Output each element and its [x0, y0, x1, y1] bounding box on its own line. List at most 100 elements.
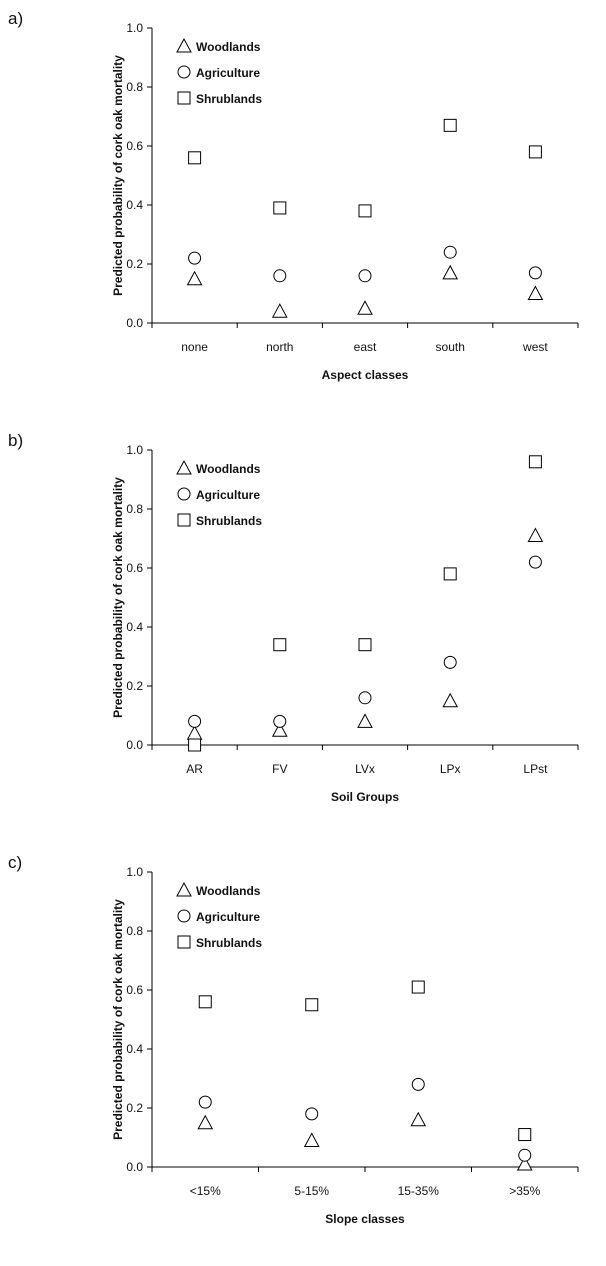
data-point-triangle: [271, 722, 288, 737]
data-point-square: [188, 738, 202, 752]
legend-marker-circle: [177, 909, 191, 923]
x-tick-label: LPst: [523, 762, 548, 776]
data-point-square: [305, 998, 319, 1012]
y-tick-label: 0.6: [126, 561, 143, 575]
data-point-circle: [198, 1095, 212, 1109]
chart-panel-a: a) 0.0 0.2 0.4 0.6 0.8 1.0 none north east south we…: [0, 0, 606, 422]
chart-svg: a) 0.0 0.2 0.4 0.6 0.8 1.0 none north east south we…: [8, 9, 579, 382]
y-axis-label: Predicted probability of cork oak mortal…: [111, 55, 125, 296]
legend-label: Agriculture: [196, 910, 260, 924]
data-point-square: [198, 995, 212, 1009]
legend-label: Woodlands: [196, 40, 261, 54]
legend-marker-circle: [177, 65, 191, 79]
legend-marker-triangle: [176, 37, 192, 53]
data-point-triangle: [516, 1155, 533, 1171]
legend-label: Shrublands: [196, 92, 262, 106]
x-axis-label: Aspect classes: [322, 368, 409, 382]
data-point-triangle: [442, 264, 459, 280]
y-tick-label: 0.8: [126, 502, 143, 516]
y-tick-label: 0.2: [126, 257, 143, 271]
data-point-square: [443, 118, 457, 132]
legend-marker-triangle: [176, 459, 192, 475]
y-tick-label: 0.4: [126, 620, 143, 634]
x-tick-label: south: [436, 340, 465, 354]
y-tick-label: 0.0: [126, 738, 143, 752]
data-point-circle: [443, 245, 457, 259]
data-point-triangle: [527, 527, 544, 543]
chart-svg: c) 0.0 0.2 0.4 0.6 0.8 1.0 <15% 5-15% 15-35% >35% S…: [8, 853, 579, 1226]
data-point-circle: [411, 1077, 425, 1091]
y-tick-label: 0.8: [126, 80, 143, 94]
data-point-circle: [358, 269, 372, 283]
chart-panel-c: c) 0.0 0.2 0.4 0.6 0.8 1.0 <15% 5-15% 15-35% >35% S…: [0, 844, 606, 1266]
legend-marker-square: [177, 935, 191, 949]
x-tick-label: west: [522, 340, 548, 354]
x-tick-label: none: [181, 340, 208, 354]
legend-label: Shrublands: [196, 514, 262, 528]
x-axis-label: Soil Groups: [331, 790, 399, 804]
data-point-square: [518, 1128, 532, 1142]
y-tick-label: 0.2: [126, 679, 143, 693]
data-point-circle: [188, 714, 202, 728]
data-point-triangle: [186, 270, 203, 286]
y-axis-label: Predicted probability of cork oak mortal…: [111, 899, 125, 1140]
y-tick-label: 0.0: [126, 1160, 143, 1174]
data-point-square: [188, 151, 202, 165]
data-point-circle: [273, 269, 287, 283]
y-tick-label: 0.0: [126, 316, 143, 330]
panel-label: c): [8, 853, 22, 872]
x-tick-label: north: [266, 340, 293, 354]
x-tick-label: <15%: [190, 1184, 221, 1198]
x-tick-label: LPx: [440, 762, 461, 776]
data-point-triangle: [527, 285, 544, 300]
legend-label: Woodlands: [196, 884, 261, 898]
x-axis-label: Slope classes: [325, 1212, 405, 1226]
x-tick-label: FV: [272, 762, 287, 776]
data-point-triangle: [357, 300, 373, 315]
x-tick-label: 15-35%: [398, 1184, 440, 1198]
data-point-triangle: [410, 1111, 427, 1127]
chart-panel-b: b) 0.0 0.2 0.4 0.6 0.8 1.0 AR FV LVx LPx LPst Soil G…: [0, 422, 606, 844]
data-point-circle: [528, 266, 542, 280]
legend-label: Agriculture: [196, 66, 260, 80]
legend-label: Agriculture: [196, 488, 260, 502]
data-point-circle: [518, 1148, 532, 1162]
data-point-circle: [443, 655, 457, 669]
y-tick-label: 0.8: [126, 924, 143, 938]
data-point-square: [411, 980, 425, 994]
y-tick-label: 1.0: [126, 865, 143, 879]
data-point-triangle: [271, 303, 288, 318]
data-point-square: [358, 638, 372, 652]
data-point-square: [443, 567, 457, 581]
data-point-triangle: [442, 692, 459, 708]
data-point-circle: [188, 251, 202, 265]
y-tick-label: 0.4: [126, 1042, 143, 1056]
legend-marker-square: [177, 91, 191, 105]
legend-marker-circle: [177, 487, 191, 501]
panel-label: a): [8, 9, 23, 28]
data-point-circle: [358, 691, 372, 705]
data-point-square: [528, 455, 542, 469]
data-point-square: [273, 638, 287, 652]
legend-label: Woodlands: [196, 462, 261, 476]
data-point-circle: [305, 1107, 319, 1121]
legend-label: Shrublands: [196, 936, 262, 950]
x-tick-label: LVx: [355, 762, 375, 776]
y-tick-label: 0.6: [126, 983, 143, 997]
x-tick-label: AR: [186, 762, 203, 776]
y-tick-label: 0.2: [126, 1101, 143, 1115]
data-point-square: [358, 204, 372, 218]
y-axis-label: Predicted probability of cork oak mortal…: [111, 477, 125, 718]
data-point-square: [528, 145, 542, 159]
data-point-circle: [528, 555, 542, 569]
y-tick-label: 0.4: [126, 198, 143, 212]
data-point-triangle: [186, 725, 203, 740]
chart-svg: b) 0.0 0.2 0.4 0.6 0.8 1.0 AR FV LVx LPx LPst Soil G…: [8, 431, 579, 804]
data-point-square: [273, 201, 287, 215]
data-point-triangle: [357, 713, 373, 728]
y-tick-label: 1.0: [126, 21, 143, 35]
data-point-circle: [273, 714, 287, 728]
x-tick-label: 5-15%: [294, 1184, 329, 1198]
x-tick-label: >35%: [509, 1184, 540, 1198]
data-point-triangle: [303, 1132, 320, 1147]
